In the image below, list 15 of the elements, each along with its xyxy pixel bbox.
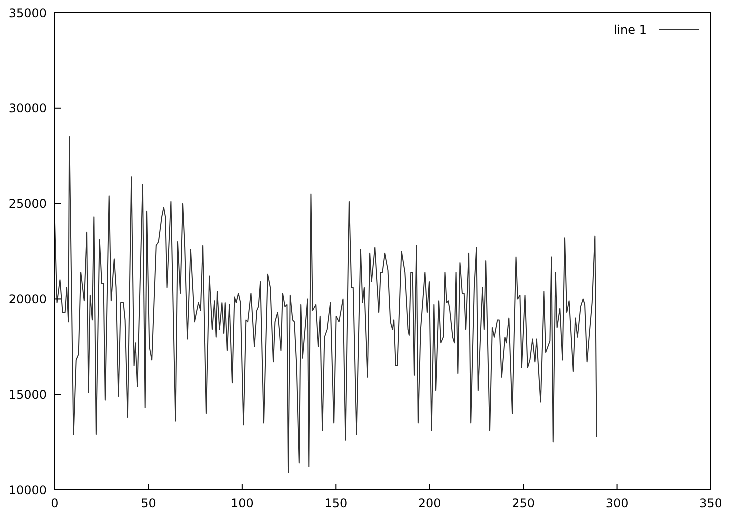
line-series bbox=[55, 136, 598, 474]
y-tick-label: 20000 bbox=[8, 292, 47, 306]
x-tick-label: 50 bbox=[141, 496, 156, 511]
x-tick-label: 300 bbox=[606, 496, 629, 511]
x-tick-label: 0 bbox=[51, 496, 59, 511]
y-tick-label: 25000 bbox=[8, 197, 47, 212]
legend-label: line 1 bbox=[614, 23, 647, 37]
x-tick-label: 200 bbox=[418, 496, 442, 511]
x-tick-label: 100 bbox=[230, 496, 254, 511]
x-tick-label: 250 bbox=[512, 496, 536, 511]
y-tick-label: 10000 bbox=[8, 483, 47, 498]
y-tick-label: 35000 bbox=[8, 6, 47, 20]
x-tick-label: 150 bbox=[324, 496, 348, 511]
y-tick-label: 15000 bbox=[8, 388, 47, 402]
y-tick-label: 30000 bbox=[8, 102, 47, 116]
